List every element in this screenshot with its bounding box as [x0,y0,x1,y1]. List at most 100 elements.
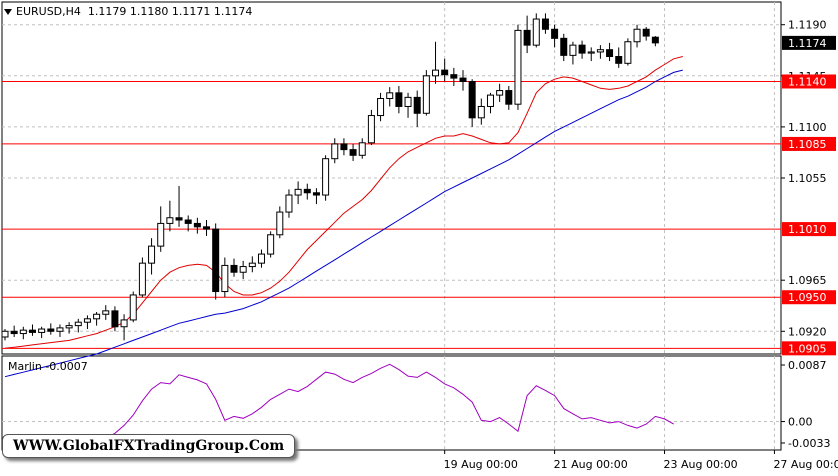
candle-bear [523,29,531,46]
candle-bull [322,158,330,196]
candle-bear [111,310,119,328]
indicator-label: Marlin -0.0007 [8,360,88,373]
oscillator-tick-label: -0.0033 [788,437,830,450]
candle-bull [248,262,256,268]
candle-bull [587,51,595,54]
candle-bull [532,18,540,46]
candle-bull [422,75,430,114]
price-tick-label: 1.1190 [788,19,827,32]
candle-bear [651,36,659,44]
candle-bear [349,149,357,156]
candle-bear [47,328,55,332]
candle-bear [28,329,36,333]
candle-bear [413,96,421,114]
candle-bear [230,264,238,273]
candle-bull [367,115,375,144]
level-price-label: 1.0905 [788,342,827,355]
candle-bull [38,328,46,333]
candle-bull [1,330,9,338]
candle-bull [257,253,265,264]
time-tick-label: 19 Aug 00:00 [444,458,518,471]
candle-bear [450,74,458,79]
level-price-box [782,136,836,151]
time-tick-label: 21 Aug 00:00 [554,458,628,471]
candle-bull [74,321,82,327]
candle-bear [10,330,18,335]
watermark-badge: WWW.GlobalFXTradingGroup.Com [2,434,296,458]
price-tick-label: 1.1055 [788,172,827,185]
sub-pane-frame [1,355,782,451]
symbol-label: EURUSD,H4 [16,5,81,18]
candle-bull [377,98,385,117]
candle-bull [120,319,128,328]
candle-bear [642,28,650,37]
oscillator-tick-label: 0.0087 [788,359,827,372]
candle-bull [56,327,64,332]
candle-bull [294,188,302,196]
candle-bull [138,262,146,296]
candle-bear [312,192,320,196]
candle-bull [65,325,73,329]
candle-bear [468,80,476,119]
candle-bear [560,37,568,56]
current-price-box [782,35,836,50]
candle-bear [395,92,403,107]
level-price-box [782,222,836,237]
candle-bull [386,92,394,100]
candle-bull [624,41,632,64]
candle-bull [358,142,366,156]
candle-bear [459,77,467,82]
candles-group [1,13,659,341]
candle-bear [615,56,623,64]
candle-bear [303,188,311,194]
candle-bull [633,28,641,43]
price-tick-label: 1.0965 [788,274,827,287]
level-price-box [782,290,836,305]
candle-bull [486,94,494,107]
dropdown-triangle-icon[interactable] [4,9,12,15]
candle-bull [19,329,27,335]
level-price-box [782,74,836,89]
candle-bull [157,222,165,247]
level-price-label: 1.1010 [788,223,827,236]
candle-bear [578,44,586,54]
candle-bull [93,313,101,320]
candle-bear [340,143,348,151]
chart-header: EURUSD,H4 1.1179 1.1180 1.1171 1.1174 [4,5,252,18]
candle-bear [184,219,192,224]
fast-moving-average-line [4,56,683,349]
price-tick-label: 1.0920 [788,325,827,338]
candle-bear [505,90,513,105]
candle-bear [212,228,220,293]
level-price-label: 1.1085 [788,138,827,151]
ohlc-values: 1.1179 1.1180 1.1171 1.1174 [87,5,253,18]
time-tick-label: 27 Aug 00:00 [773,458,838,471]
candle-bull [477,105,485,119]
candle-bull [404,96,412,107]
candle-bull [569,44,577,56]
candle-bear [441,69,449,76]
candle-bull [129,294,137,321]
candle-bull [148,245,156,264]
candle-bear [551,28,559,39]
candle-bull [432,69,440,77]
candle-bear [203,226,211,230]
oscillator-line [4,363,674,455]
oscillator-tick-label: 0.00 [788,416,813,429]
price-tick-label: 1.1100 [788,121,827,134]
candle-bear [541,18,549,30]
time-tick-label: 23 Aug 00:00 [664,458,738,471]
candle-bull [239,266,247,273]
candle-bull [285,194,293,213]
candle-bear [193,222,201,228]
slow-moving-average-line [4,69,683,378]
candle-bear [175,217,183,221]
level-price-label: 1.0950 [788,291,827,304]
level-price-box [782,341,836,356]
candle-bull [221,264,229,293]
candle-bull [166,217,174,224]
candle-bull [267,234,275,255]
candle-bull [331,143,339,160]
candle-bull [496,90,504,96]
